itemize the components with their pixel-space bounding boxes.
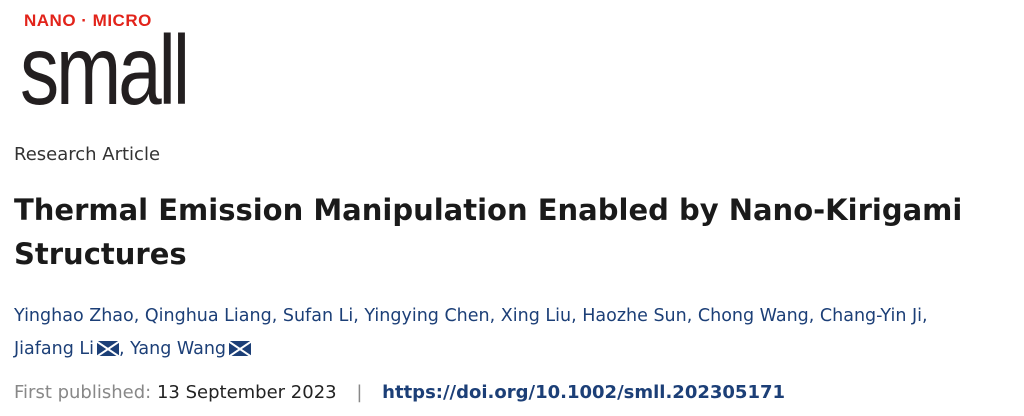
publication-info: First published: 13 September 2023 | htt… bbox=[14, 382, 785, 403]
author-link[interactable]: Chong Wang bbox=[697, 306, 809, 326]
author-list: Yinghao Zhao, Qinghua Liang, Sufan Li, Y… bbox=[14, 306, 928, 359]
published-date: 13 September 2023 bbox=[156, 382, 337, 403]
journal-logo[interactable]: NANO · MICRO small bbox=[20, 4, 222, 125]
author-link[interactable]: Yang Wang bbox=[130, 339, 227, 359]
logo-tagline: NANO · MICRO bbox=[24, 11, 152, 30]
author-link[interactable]: Qinghua Liang bbox=[144, 306, 272, 326]
author-link[interactable]: Yinghao Zhao bbox=[14, 306, 134, 326]
logo-name: small bbox=[20, 15, 190, 125]
separator: | bbox=[356, 382, 363, 403]
envelope-icon[interactable] bbox=[97, 341, 120, 356]
author-link[interactable]: Chang-Yin Ji bbox=[819, 306, 922, 326]
author-link[interactable]: Haozhe Sun bbox=[582, 306, 687, 326]
article-title: Thermal Emission Manipulation Enabled by… bbox=[14, 193, 963, 271]
published-label: First published: bbox=[14, 382, 152, 403]
envelope-icon[interactable] bbox=[229, 341, 252, 356]
doi-link[interactable]: https://doi.org/10.1002/smll.202305171 bbox=[382, 382, 786, 403]
author-link[interactable]: Jiafang Li bbox=[14, 339, 95, 359]
author-link[interactable]: Yingying Chen bbox=[364, 306, 490, 326]
article-type: Research Article bbox=[14, 144, 161, 165]
author-link[interactable]: Xing Liu bbox=[500, 306, 572, 326]
author-link[interactable]: Sufan Li bbox=[282, 306, 354, 326]
